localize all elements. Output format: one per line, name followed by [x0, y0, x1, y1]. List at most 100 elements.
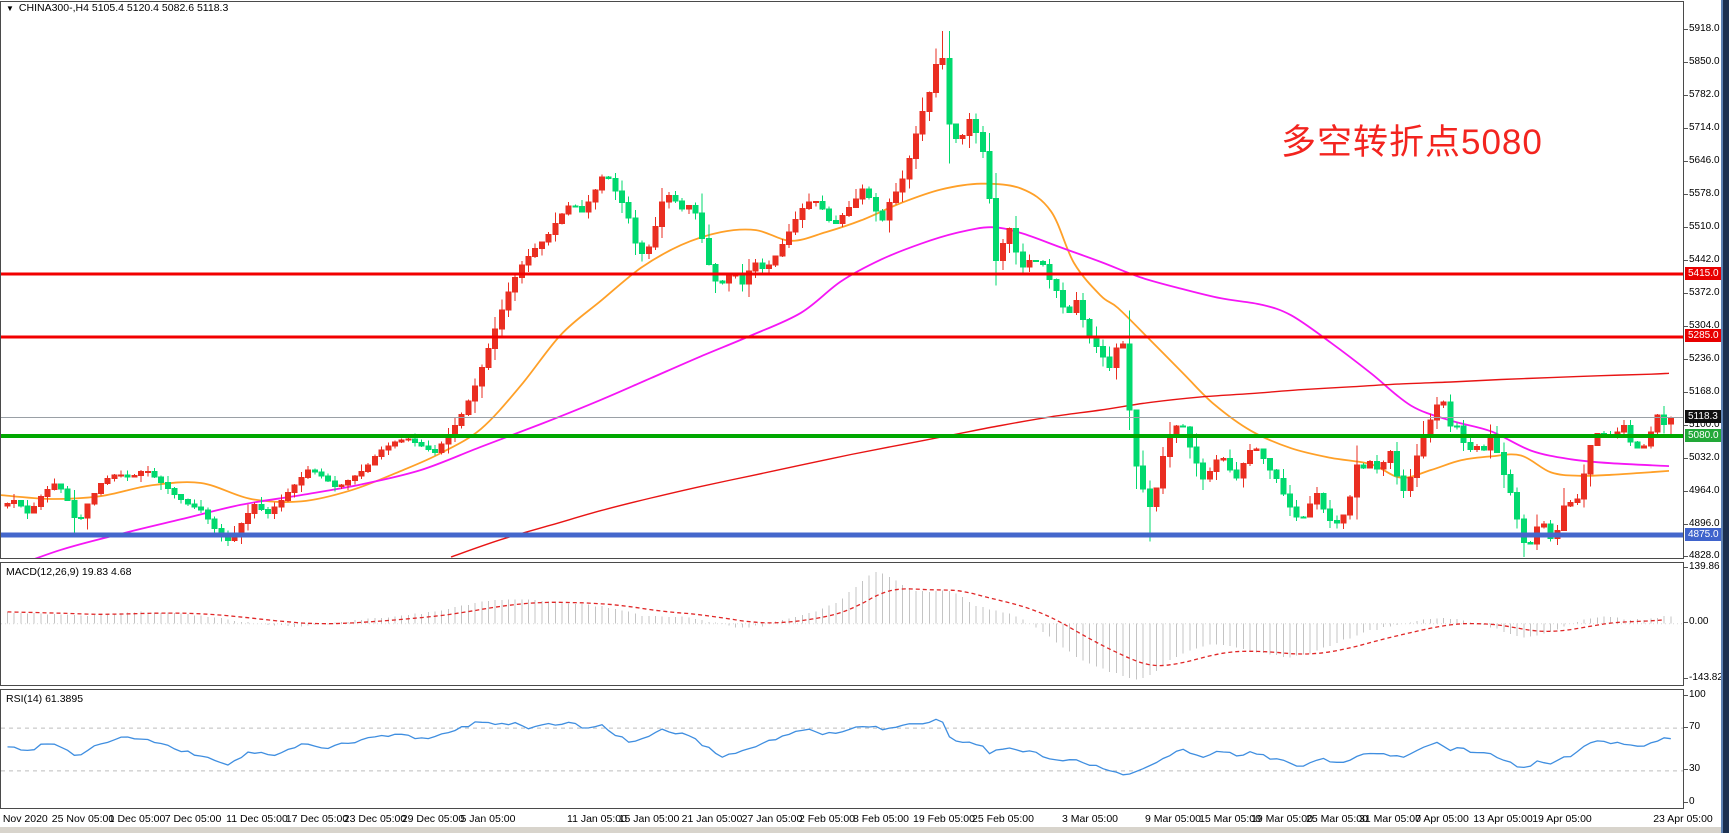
candle: [558, 213, 565, 225]
candle: [1079, 299, 1086, 321]
candle: [498, 309, 505, 330]
candle: [545, 233, 552, 243]
candle: [1260, 448, 1267, 460]
candle: [84, 503, 91, 519]
price-tick-label: 5372.0: [1689, 287, 1720, 299]
candle: [1360, 464, 1367, 469]
candle: [1086, 319, 1093, 338]
candle: [1280, 477, 1287, 495]
candle: [98, 483, 105, 494]
time-axis-label: 29 Dec 05:00: [401, 813, 465, 825]
rsi-tick-mark: [1684, 769, 1688, 771]
candle: [1407, 477, 1414, 491]
candle: [1226, 458, 1233, 471]
candle: [285, 492, 292, 501]
candle: [866, 188, 873, 199]
candle: [946, 58, 953, 125]
candle: [652, 225, 659, 248]
price-tick-label: 5782.0: [1689, 89, 1720, 101]
candle: [238, 522, 245, 534]
candle: [1540, 523, 1547, 528]
candle: [779, 243, 786, 257]
candle: [1240, 462, 1247, 479]
time-axis-label: 27 Jan 05:00: [741, 813, 803, 825]
candle: [51, 483, 58, 491]
candle: [512, 276, 519, 293]
candle: [64, 488, 71, 501]
candle: [806, 201, 813, 209]
candle: [318, 471, 325, 477]
candle: [1026, 260, 1033, 268]
candle: [1126, 343, 1133, 411]
chevron-down-icon[interactable]: ▼: [6, 3, 14, 13]
moving-average-layer: [1, 182, 1670, 558]
candle: [986, 151, 993, 200]
price-tick-mark: [1684, 226, 1688, 228]
candle: [1220, 458, 1227, 461]
candle: [1627, 425, 1634, 443]
symbol-ohlc-label: CHINA300-,H4 5105.4 5120.4 5082.6 5118.3: [18, 2, 229, 14]
candle: [1380, 462, 1387, 470]
rsi-tick-label: 0: [1689, 795, 1695, 807]
candle: [665, 194, 672, 203]
fast-ma-line: [1, 182, 1670, 503]
time-axis-label: 7 Apr 05:00: [1415, 813, 1469, 825]
time-axis-label: 19 Feb 05:00: [913, 813, 975, 825]
price-tick-mark: [1684, 62, 1688, 64]
candle: [258, 503, 265, 510]
macd-histogram: [7, 572, 1672, 680]
candle: [699, 212, 706, 240]
candle: [1373, 460, 1380, 470]
time-axis-label: 15 Mar 05:00: [1199, 813, 1261, 825]
candle: [939, 58, 946, 65]
price-tick-mark: [1684, 128, 1688, 130]
candle: [1273, 469, 1280, 479]
candle: [639, 242, 646, 254]
candle: [365, 464, 372, 472]
price-tick-label: 4828.0: [1689, 550, 1720, 562]
candle: [244, 513, 251, 524]
candle: [1494, 435, 1501, 453]
candle: [505, 291, 512, 311]
price-line-badge: 5415.0: [1685, 266, 1722, 280]
price-line-badge: 5118.3: [1685, 410, 1721, 424]
candle: [886, 202, 893, 221]
candle: [311, 469, 318, 473]
candle: [846, 206, 853, 216]
candle: [91, 492, 98, 505]
candle: [786, 231, 793, 245]
candle: [953, 123, 960, 140]
macd-tick-label: -143.82: [1689, 672, 1723, 684]
candle: [291, 484, 298, 494]
time-axis-label: 25 Feb 05:00: [972, 813, 1034, 825]
time-axis-label: 31 Mar 05:00: [1359, 813, 1421, 825]
candle: [1500, 451, 1507, 476]
price-tick-label: 5100.0: [1689, 418, 1720, 430]
price-tick-label: 5646.0: [1689, 154, 1720, 166]
candle: [478, 366, 485, 387]
candle: [872, 197, 879, 212]
candle: [204, 509, 211, 520]
candle: [211, 518, 218, 529]
candle: [926, 91, 933, 112]
candle: [993, 198, 1000, 262]
candle: [418, 441, 425, 447]
candle: [585, 201, 592, 213]
rsi-tick-mark: [1684, 694, 1688, 696]
symbol-info-bar[interactable]: ▼ CHINA300-,H4 5105.4 5120.4 5082.6 5118…: [6, 2, 228, 14]
candle: [1467, 442, 1474, 451]
candle: [1213, 459, 1220, 473]
price-tick-mark: [1684, 259, 1688, 261]
macd-indicator-chart[interactable]: [0, 562, 1684, 686]
horizontal-line-layer: [1, 272, 1683, 538]
candle: [1160, 456, 1167, 489]
candle: [752, 262, 759, 272]
candle: [1427, 419, 1434, 437]
candle: [525, 255, 532, 266]
candle: [1166, 436, 1173, 458]
rsi-indicator-chart[interactable]: [0, 689, 1684, 809]
candle: [278, 499, 285, 508]
candle: [892, 191, 899, 204]
candle: [1560, 505, 1567, 532]
main-price-chart[interactable]: [0, 1, 1684, 559]
